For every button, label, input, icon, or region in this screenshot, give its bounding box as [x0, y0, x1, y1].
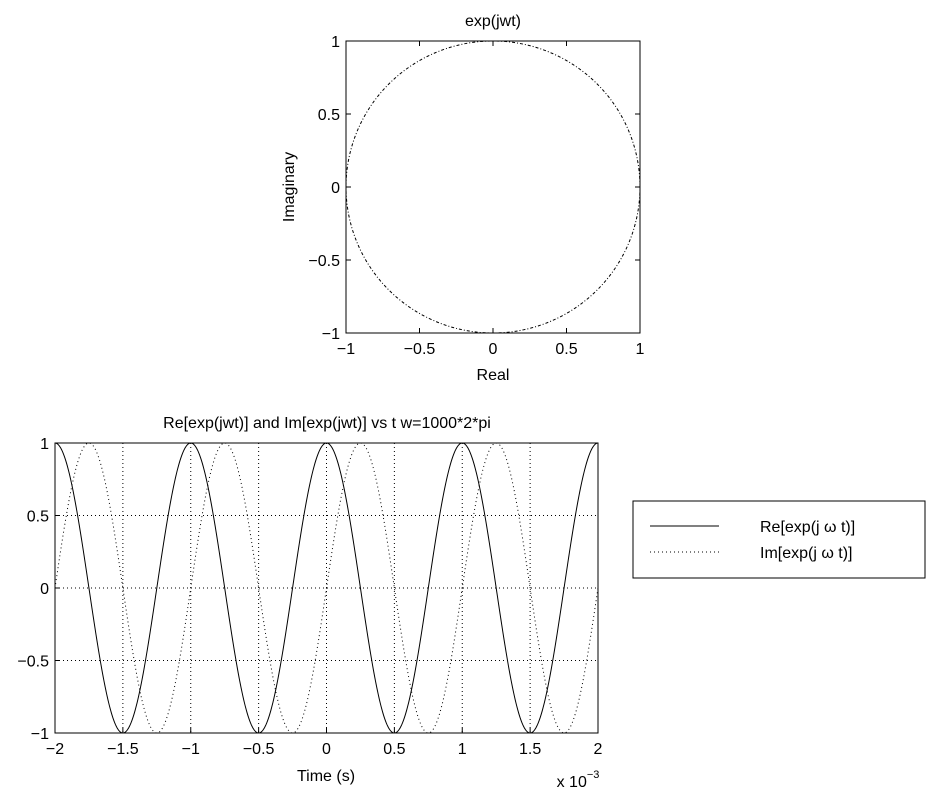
chart2-x-tick-label: −1: [182, 741, 200, 758]
chart2-y-tick-label: −1: [31, 726, 49, 743]
chart2-x-scale-factor: x 10−3: [557, 769, 600, 791]
legend-re-label: Re[exp(j ω t)]: [760, 519, 855, 536]
chart2-y-ticks: −1 −0.5 0 0.5 1: [17, 436, 60, 743]
chart1-x-tick-label: 1: [636, 341, 645, 358]
chart2-x-ticks: −2 −1.5 −1 −0.5 0 0.5 1 1.5 2: [46, 728, 603, 758]
chart1-y-axis-label: Imaginary: [281, 152, 298, 222]
chart1-y-tick-label: −1: [322, 326, 340, 343]
legend-im-label: Im[exp(j ω t)]: [760, 545, 853, 562]
chart2-x-tick-label: 0.5: [383, 741, 405, 758]
chart2-x-tick-label: 0: [322, 741, 331, 758]
chart2-x-tick-label: −2: [46, 741, 64, 758]
chart1-y-tick-label: 0: [331, 180, 340, 197]
im-series-line: [54, 442, 599, 734]
chart1-y-ticks: −1 −0.5 0 0.5 1: [308, 34, 640, 343]
legend-box: [632, 500, 926, 579]
chart1-y-tick-label: 1: [331, 34, 340, 51]
x-scale-exponent: −3: [587, 769, 600, 781]
chart2-y-tick-label: 0.5: [27, 509, 49, 526]
circle-series-line: [345, 40, 641, 334]
chart1-y-tick-label: −0.5: [308, 253, 340, 270]
legend: Re[exp(j ω t)] Im[exp(j ω t)]: [632, 500, 926, 579]
chart2-title: Re[exp(jwt)] and Im[exp(jwt)] vs t w=100…: [163, 415, 491, 432]
chart2-y-tick-label: −0.5: [17, 654, 49, 671]
chart2-x-tick-label: 2: [594, 741, 603, 758]
chart1-y-tick-label: 0.5: [318, 107, 340, 124]
time-chart: Re[exp(jwt)] and Im[exp(jwt)] vs t w=100…: [17, 415, 926, 791]
chart2-x-tick-label: 1: [458, 741, 467, 758]
chart1-title: exp(jwt): [465, 13, 521, 30]
chart2-y-tick-label: 0: [40, 581, 49, 598]
chart1-x-tick-label: 0: [489, 341, 498, 358]
chart1-plot-area: [345, 40, 641, 334]
chart1-x-axis-label: Real: [477, 367, 510, 384]
circle-chart: exp(jwt) −1 −0.5 0 0.5 1 −1 −0.5 0 0.5 1 Real Im…: [281, 13, 645, 384]
chart2-x-tick-label: 1.5: [519, 741, 541, 758]
chart1-x-ticks: −1 −0.5 0 0.5 1: [337, 41, 645, 358]
chart1-x-tick-label: 0.5: [555, 341, 577, 358]
chart2-x-tick-label: −0.5: [243, 741, 275, 758]
chart2-x-axis-label: Time (s): [297, 768, 355, 785]
chart2-x-tick-label: −1.5: [107, 741, 139, 758]
x-scale-base: x 10: [557, 774, 587, 791]
chart1-x-tick-label: −1: [337, 341, 355, 358]
chart1-x-tick-label: −0.5: [404, 341, 436, 358]
chart2-y-tick-label: 1: [40, 436, 49, 453]
